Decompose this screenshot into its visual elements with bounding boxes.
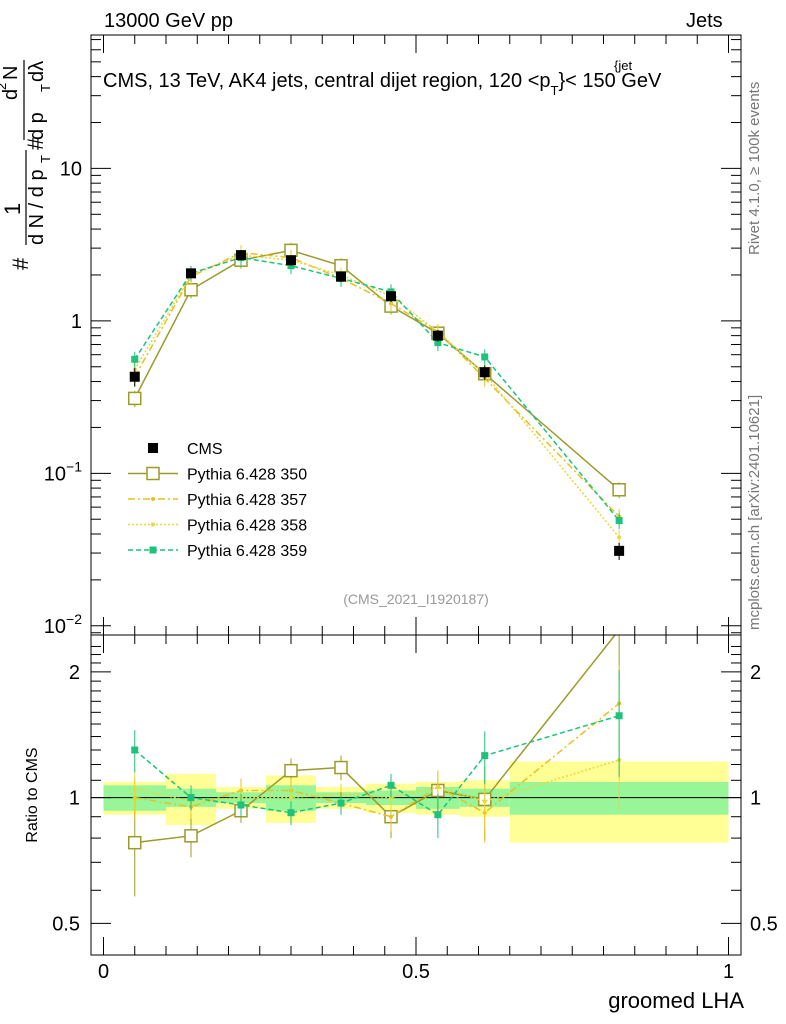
ratio-point xyxy=(289,795,293,800)
main-y-axis-title-part: d N / d p xyxy=(26,169,48,245)
ratio-y-tick-label: 1 xyxy=(69,788,80,810)
ratio-point xyxy=(389,814,393,819)
chart-title: CMS, 13 TeV, AK4 jets, central dijet reg… xyxy=(103,70,662,98)
legend-label: Pythia 6.428 350 xyxy=(187,467,307,484)
cms-point xyxy=(186,268,196,279)
legend-label: CMS xyxy=(187,441,223,458)
main-y-axis-title-part: 1 xyxy=(0,203,25,215)
ratio-point xyxy=(184,829,198,843)
series-0 xyxy=(128,242,626,499)
main-y-axis-title-part: # xyxy=(8,257,33,270)
ratio-point xyxy=(387,781,395,789)
energy-label: 13000 GeV pp xyxy=(104,10,233,32)
legend-marker xyxy=(146,466,160,481)
legend-label: Pythia 6.428 358 xyxy=(187,518,307,535)
ratio-y-tick-label: 0.5 xyxy=(52,913,80,935)
ratio-point xyxy=(434,811,442,819)
x-axis-title: groomed LHA xyxy=(608,988,744,1013)
legend-marker xyxy=(149,546,157,554)
series-point xyxy=(615,517,623,525)
cms-point xyxy=(614,545,625,556)
ratio-point xyxy=(131,746,139,754)
series-3 xyxy=(131,250,623,530)
ratio-point xyxy=(187,794,195,802)
ratio-y-axis-title: Ratio to CMS xyxy=(24,747,41,842)
ratio-panel: 2 2 1 1 0.5 0.5 0 0.5 1 xyxy=(52,634,778,983)
cms-point xyxy=(479,367,490,378)
ratio-series-3 xyxy=(131,670,623,839)
legend-marker xyxy=(151,497,155,501)
main-y-axis-title-part: N xyxy=(0,66,22,80)
cms-point xyxy=(336,271,346,282)
cms-point xyxy=(432,330,443,341)
ratio-y-tick-label-right: 2 xyxy=(750,662,761,684)
main-y-axis-title-part: T xyxy=(38,84,53,92)
ratio-point xyxy=(237,801,245,809)
legend-marker xyxy=(151,522,155,527)
ratio-point xyxy=(128,835,142,850)
main-y-tick-label: 1 xyxy=(71,311,82,333)
ratio-point xyxy=(481,752,489,760)
main-panel: 10 1 10−1 10−2 xyxy=(44,34,742,638)
x-tick-label: 0 xyxy=(98,961,109,983)
ratio-point xyxy=(334,760,348,775)
category-label: Jets xyxy=(686,10,723,32)
ratio-point xyxy=(132,786,137,791)
x-tick-label: 1 xyxy=(723,961,734,983)
legend-marker-cms xyxy=(148,443,158,453)
ratio-y-tick-label-right: 1 xyxy=(750,788,761,810)
main-y-axis-title-part: T xyxy=(38,155,53,163)
legend: CMS Pythia 6.428 350 Pythia 6.428 357 Pythi… xyxy=(128,441,307,560)
ratio-point xyxy=(615,712,623,720)
x-tick-label: 0.5 xyxy=(402,961,430,983)
series-point xyxy=(131,355,139,363)
series-point xyxy=(128,391,142,406)
series-point xyxy=(434,339,442,347)
ratio-y-tick-label-right: 0.5 xyxy=(750,913,778,935)
ratio-point xyxy=(284,763,298,778)
ratio-point xyxy=(287,809,295,817)
series-point xyxy=(481,353,489,361)
main-y-tick-label: 10−2 xyxy=(44,611,82,638)
main-y-tick-label: 10 xyxy=(60,158,82,180)
ratio-point xyxy=(337,799,345,807)
series-point xyxy=(617,535,622,540)
main-y-axis-title-part: 2 xyxy=(0,83,9,90)
series-line xyxy=(134,254,620,538)
legend-label: Pythia 6.428 357 xyxy=(187,492,307,509)
cms-point xyxy=(129,371,140,382)
main-y-axis-title-part: dλ xyxy=(26,61,48,82)
cms-point xyxy=(236,250,246,261)
analysis-watermark: (CMS_2021_I1920187) xyxy=(343,591,489,607)
legend-label: Pythia 6.428 359 xyxy=(187,543,307,560)
series-point xyxy=(612,483,626,497)
ratio-y-tick-label: 2 xyxy=(69,662,80,684)
main-y-axis-title-part: d xyxy=(0,89,22,100)
cms-point xyxy=(286,255,296,266)
cms-point xyxy=(386,291,396,302)
chart-title-superscript: {jet xyxy=(614,58,632,73)
main-y-axis-title: #1d N / d p T # d2 Nd p Tdλ xyxy=(0,60,53,270)
main-y-axis-title-part: d p xyxy=(26,112,48,140)
axis-labels: CMS, 13 TeV, AK4 jets, central dijet reg… xyxy=(0,58,744,1013)
ratio-point xyxy=(482,799,487,804)
main-y-tick-label: 10−1 xyxy=(44,458,82,485)
ratio-point xyxy=(435,785,440,790)
cms-data xyxy=(129,250,625,561)
main-y-axis-title-part: # xyxy=(23,137,48,150)
